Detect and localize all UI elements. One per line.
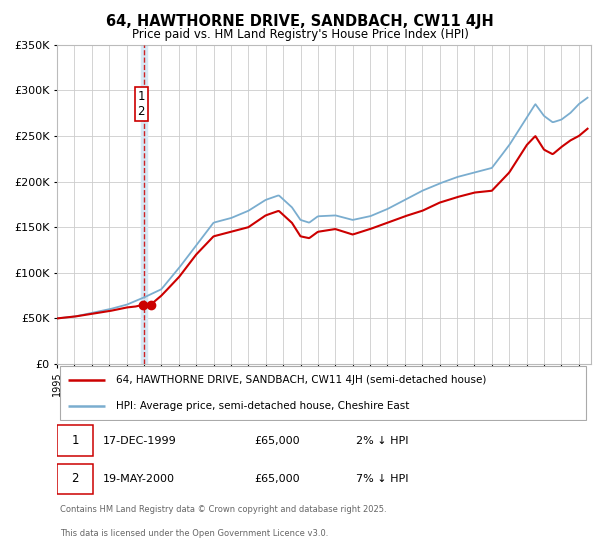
Text: 7% ↓ HPI: 7% ↓ HPI: [356, 474, 409, 484]
Text: Price paid vs. HM Land Registry's House Price Index (HPI): Price paid vs. HM Land Registry's House …: [131, 28, 469, 41]
Bar: [142, 45, 146, 364]
Text: 2: 2: [71, 473, 79, 486]
Text: 64, HAWTHORNE DRIVE, SANDBACH, CW11 4JH: 64, HAWTHORNE DRIVE, SANDBACH, CW11 4JH: [106, 14, 494, 29]
Text: £65,000: £65,000: [254, 436, 300, 446]
Text: This data is licensed under the Open Government Licence v3.0.: This data is licensed under the Open Gov…: [59, 529, 328, 538]
FancyBboxPatch shape: [57, 464, 94, 494]
Text: HPI: Average price, semi-detached house, Cheshire East: HPI: Average price, semi-detached house,…: [116, 401, 409, 411]
FancyBboxPatch shape: [59, 366, 586, 420]
Text: 64, HAWTHORNE DRIVE, SANDBACH, CW11 4JH (semi-detached house): 64, HAWTHORNE DRIVE, SANDBACH, CW11 4JH …: [116, 375, 486, 385]
Text: 1: 1: [71, 434, 79, 447]
Text: 1
2: 1 2: [137, 90, 145, 118]
FancyBboxPatch shape: [57, 426, 94, 456]
Text: Contains HM Land Registry data © Crown copyright and database right 2025.: Contains HM Land Registry data © Crown c…: [59, 505, 386, 514]
Text: 17-DEC-1999: 17-DEC-1999: [103, 436, 176, 446]
Text: 19-MAY-2000: 19-MAY-2000: [103, 474, 175, 484]
Text: 2% ↓ HPI: 2% ↓ HPI: [356, 436, 409, 446]
Text: £65,000: £65,000: [254, 474, 300, 484]
